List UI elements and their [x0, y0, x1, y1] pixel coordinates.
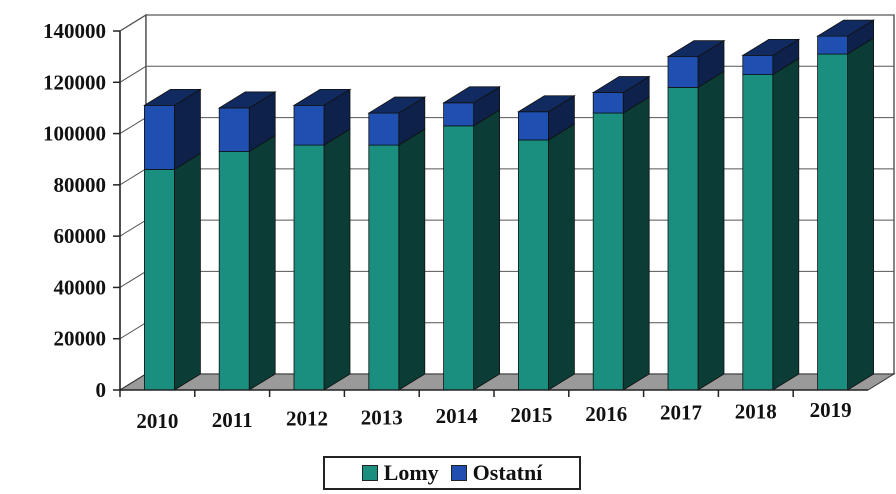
bar-side-lomy-2015 — [548, 123, 575, 391]
bar-top-2015 — [516, 95, 576, 113]
bar-top-2018 — [741, 38, 801, 56]
bar-top-2014 — [442, 86, 502, 104]
bar-top-2017 — [666, 40, 726, 58]
bar-side-lomy-2012 — [323, 128, 351, 391]
bar-ostatn-2018 — [742, 54, 774, 75]
side-wall — [119, 13, 147, 392]
legend-item-ostatni: Ostatní — [450, 460, 543, 486]
legend-item-lomy: Lomy — [361, 460, 439, 486]
gridline-side — [119, 117, 147, 134]
bar-ostatn-2016 — [592, 92, 624, 114]
bar-top-2013 — [367, 96, 427, 114]
bar-ostatn-2015 — [518, 111, 549, 141]
x-tick-label: 2014 — [436, 404, 479, 428]
bar-side-lomy-2010 — [173, 152, 201, 391]
bar-ostatn-2012 — [293, 104, 325, 146]
bar-lomy-2013 — [368, 144, 400, 391]
bar-lomy-2012 — [293, 144, 325, 391]
bar-lomy-2014 — [443, 125, 475, 391]
x-tick-label: 2015 — [510, 403, 552, 427]
bar-top-2019 — [816, 19, 876, 37]
gridline-side — [119, 271, 147, 288]
gridline-side — [119, 322, 147, 340]
x-tick-label: 2016 — [585, 402, 627, 426]
x-tick-label: 2018 — [735, 399, 777, 423]
y-axis: 0 20000 40000 60000 80000 100000 120000 140000 — [43, 19, 121, 402]
x-tick-label: 2010 — [136, 409, 178, 433]
x-tick-label: 2012 — [286, 407, 328, 431]
bar-ostatn-2010 — [143, 104, 175, 170]
bar-side-lomy-2018 — [772, 57, 800, 391]
y-tick-label: 0 — [96, 378, 107, 402]
bar-side-lomy-2016 — [622, 96, 650, 391]
bar-side-lomy-2014 — [473, 109, 501, 391]
y-tick-label: 60000 — [54, 224, 107, 248]
bar-lomy-2019 — [817, 53, 848, 391]
bar-ostatn-2019 — [817, 35, 848, 55]
legend-swatch-ostatni — [450, 465, 467, 481]
bar-top-2011 — [217, 91, 277, 109]
bar-top-2010 — [142, 88, 202, 106]
legend: Lomy Ostatní — [323, 456, 581, 490]
gridline-side — [119, 14, 147, 32]
legend-swatch-lomy — [361, 465, 378, 481]
gridline-side — [119, 168, 147, 186]
bar-lomy-2015 — [518, 139, 549, 391]
bar-top-2012 — [292, 88, 352, 106]
bar-lomy-2011 — [218, 151, 250, 391]
y-tick-label: 20000 — [54, 327, 107, 351]
legend-label-lomy: Lomy — [383, 460, 439, 485]
bar-side-lomy-2019 — [847, 37, 874, 391]
gridline-side — [119, 65, 147, 83]
x-tick-label: 2011 — [212, 408, 253, 432]
bar-lomy-2018 — [742, 74, 774, 391]
bar-side-lomy-2013 — [398, 128, 426, 391]
bar-lomy-2016 — [592, 112, 624, 391]
y-tick-label: 120000 — [43, 70, 106, 94]
bar-ostatn-2013 — [368, 112, 400, 146]
bar-ostatn-2014 — [443, 102, 475, 127]
x-axis: 2010 2011 2012 2013 2014 2015 2016 2017 2018 2019 — [119, 389, 868, 433]
bar-lomy-2017 — [667, 87, 699, 391]
y-tick-label: 100000 — [43, 122, 106, 146]
bar-side-lomy-2011 — [248, 134, 276, 391]
bar-lomy-2010 — [143, 169, 175, 391]
x-tick-label: 2019 — [810, 398, 852, 422]
y-tick-label: 140000 — [43, 19, 106, 43]
bar-ostatn-2011 — [218, 107, 250, 152]
bar-top-2016 — [591, 76, 651, 93]
bar-ostatn-2017 — [667, 56, 699, 88]
y-tick-label: 40000 — [54, 275, 107, 299]
y-tick-label: 80000 — [54, 173, 107, 197]
legend-label-ostatni: Ostatní — [472, 460, 543, 485]
gridline-side — [119, 219, 147, 237]
bar-side-lomy-2017 — [697, 70, 725, 391]
x-tick-label: 2017 — [660, 401, 702, 425]
x-tick-label: 2013 — [361, 405, 403, 429]
